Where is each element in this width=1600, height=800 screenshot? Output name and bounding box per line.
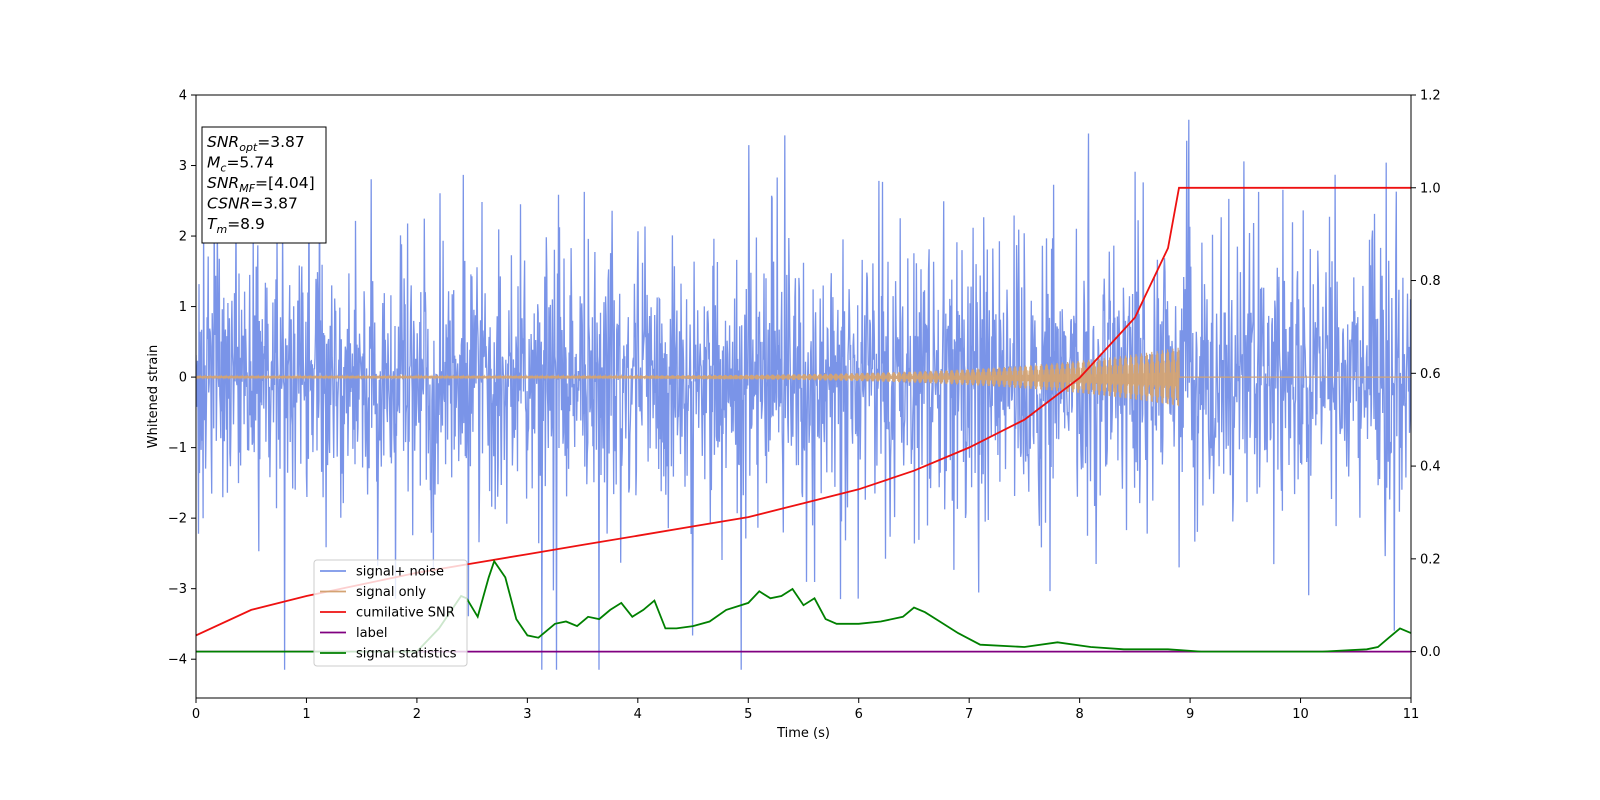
legend-entry: signal only	[356, 585, 426, 600]
y-right-tick-label: 0.8	[1420, 274, 1441, 289]
x-tick-label: 8	[1075, 707, 1083, 722]
x-tick-label: 9	[1186, 707, 1194, 722]
info-line: SNRMF=[4.04]	[207, 174, 315, 195]
info-line: SNRopt=3.87	[207, 133, 305, 154]
legend: signal+ noise signal only cumilative SNR la…	[313, 559, 468, 667]
info-line: Tm=8.9	[207, 215, 265, 236]
x-tick-label: 11	[1403, 707, 1420, 722]
legend-entry: label	[356, 626, 387, 641]
legend-box	[313, 559, 468, 667]
x-tick-label: 3	[523, 707, 531, 722]
y-left-tick-label: −2	[168, 512, 187, 527]
plot-frame	[195, 94, 1412, 699]
y-left-tick-label: −3	[168, 582, 187, 597]
x-axis-label: Time (s)	[776, 726, 830, 741]
y-right-tick-label: 0.6	[1420, 367, 1441, 382]
legend-entry: signal+ noise	[356, 565, 444, 580]
legend-entry: signal statistics	[356, 647, 457, 662]
y-right-tick-label: 0.2	[1420, 552, 1441, 567]
x-tick-label: 1	[302, 707, 310, 722]
x-tick-label: 7	[965, 707, 973, 722]
y-left-tick-label: 0	[179, 371, 187, 386]
y-right-tick-label: 0.0	[1420, 645, 1441, 660]
axes: 0 1 2 3 4 5 6 7 8 9 10 1143210−1−2−3−41.21.00.80.60…	[168, 89, 1441, 723]
y-left-tick-label: 2	[179, 230, 187, 245]
x-tick-label: 4	[634, 707, 642, 722]
series-signal-noise	[196, 119, 1411, 670]
info-line: Mc=5.74	[207, 154, 274, 175]
y-right-tick-label: 1.2	[1420, 89, 1441, 104]
info-line: CSNR=3.87	[207, 195, 298, 213]
y-axis-label: Whitened strain	[146, 345, 161, 448]
x-tick-label: 5	[744, 707, 752, 722]
y-left-tick-label: −4	[168, 653, 187, 668]
info-box-frame	[201, 126, 327, 244]
y-left-tick-label: −1	[168, 441, 187, 456]
series-signal-statistics	[196, 559, 1411, 653]
y-right-tick-label: 0.4	[1420, 460, 1441, 475]
x-tick-label: 0	[192, 707, 200, 722]
y-left-tick-label: 4	[179, 89, 187, 104]
x-tick-label: 6	[855, 707, 863, 722]
series-signal-only	[196, 347, 1411, 407]
y-left-tick-label: 1	[179, 300, 187, 315]
x-tick-label: 2	[413, 707, 421, 722]
x-tick-label: 10	[1292, 707, 1309, 722]
legend-entry: cumilative SNR	[356, 606, 455, 621]
y-left-tick-label: 3	[179, 159, 187, 174]
y-right-tick-label: 1.0	[1420, 181, 1441, 196]
